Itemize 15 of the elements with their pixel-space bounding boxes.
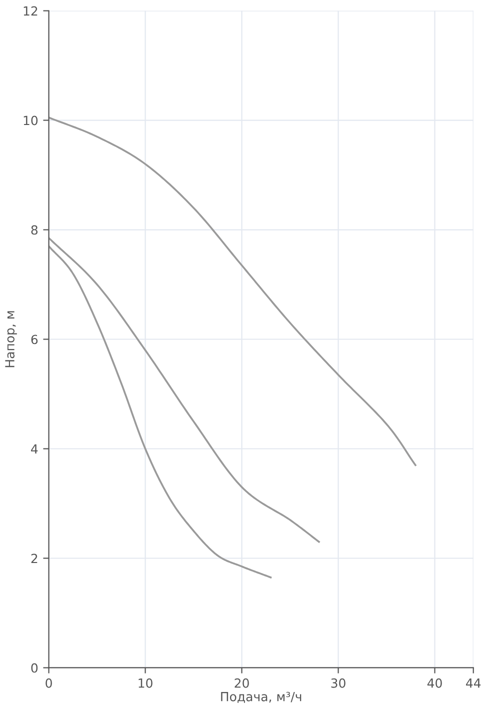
x-tick-label: 0: [46, 678, 52, 688]
y-tick-label: 4: [31, 444, 38, 454]
y-tick-label: 12: [24, 6, 38, 16]
x-tick-label: 20: [234, 678, 249, 688]
y-tick-label: 8: [31, 225, 38, 235]
y-tick-label: 10: [24, 116, 38, 126]
x-tick-label: 40: [427, 678, 442, 688]
x-axis-title: Подача, м³/ч: [221, 692, 302, 703]
y-tick-label: 6: [31, 334, 38, 344]
y-axis-title: Напор, м: [5, 311, 17, 368]
x-tick-label: 44: [466, 678, 481, 688]
x-tick-label: 30: [331, 678, 346, 688]
y-tick-label: 0: [31, 663, 38, 673]
x-tick-label: 10: [138, 678, 152, 688]
y-tick-label: 2: [31, 554, 38, 563]
